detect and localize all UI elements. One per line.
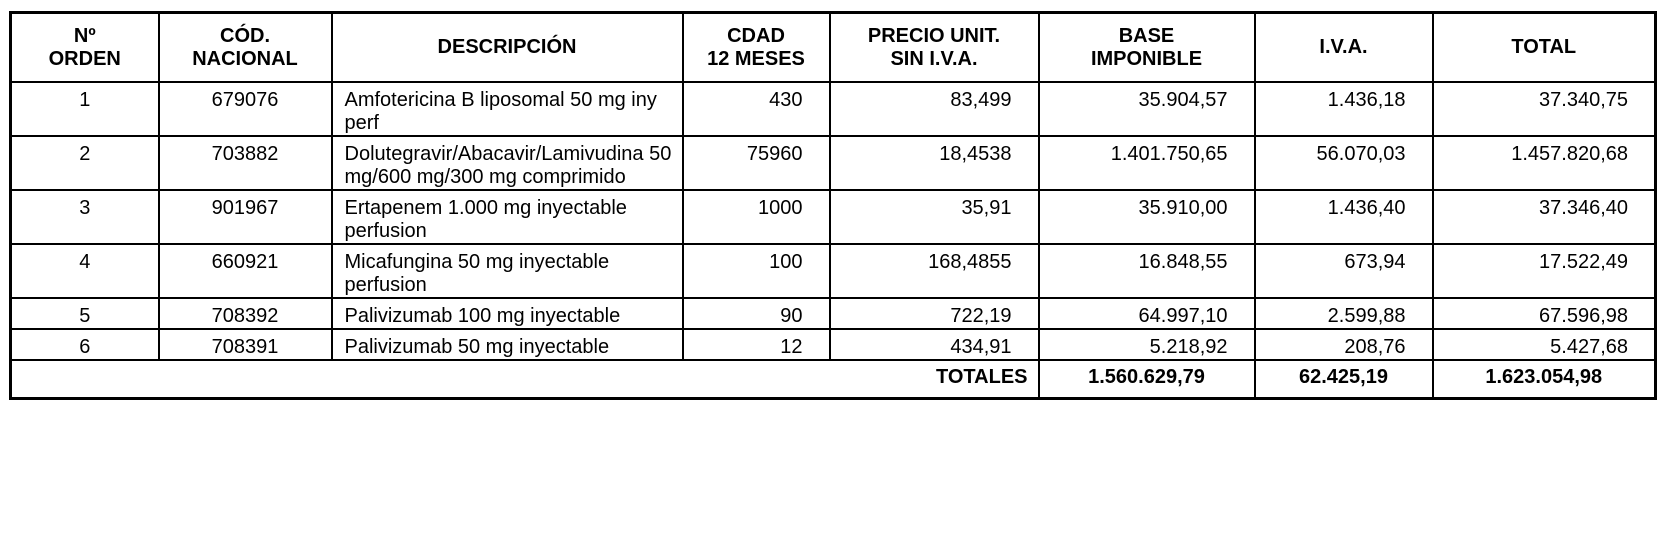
cell-descripcion: Micafungina 50 mg inyectable perfusion (330, 243, 684, 299)
cell-orden: 4 (9, 243, 160, 299)
column-header-codigo: CÓD. NACIONAL (157, 11, 333, 83)
cell-iva: 1.436,18 (1253, 81, 1434, 137)
cell-cantidad: 75960 (681, 135, 831, 191)
totals-total: 1.623.054,98 (1431, 359, 1657, 400)
totals-row: TOTALES 1.560.629,79 62.425,19 1.623.054,98 (9, 359, 1657, 400)
header-text: CÓD. (220, 24, 270, 47)
cell-precio: 434,91 (828, 328, 1040, 361)
cell-codigo: 679076 (157, 81, 333, 137)
cell-base: 1.401.750,65 (1037, 135, 1256, 191)
cell-iva: 208,76 (1253, 328, 1434, 361)
table-row: 2 703882 Dolutegravir/Abacavir/Lamivudina … (9, 135, 1657, 191)
header-text: BASE (1118, 24, 1175, 47)
cell-cantidad: 430 (681, 81, 831, 137)
header-text: TOTAL (1511, 36, 1577, 58)
totals-label: TOTALES (9, 359, 1040, 400)
cell-codigo: 703882 (157, 135, 333, 191)
cell-codigo: 708391 (157, 328, 333, 361)
totals-iva: 62.425,19 (1253, 359, 1434, 400)
totals-base: 1.560.629,79 (1037, 359, 1256, 400)
cell-orden: 5 (9, 297, 160, 330)
column-header-total: TOTAL (1431, 11, 1657, 83)
header-text: Nº (73, 24, 96, 47)
header-text: DESCRIPCIÓN (437, 36, 577, 58)
cell-codigo: 901967 (157, 189, 333, 245)
cell-precio: 35,91 (828, 189, 1040, 245)
cell-orden: 2 (9, 135, 160, 191)
cell-iva: 2.599,88 (1253, 297, 1434, 330)
column-header-orden: Nº ORDEN (9, 11, 160, 83)
table-row: 4 660921 Micafungina 50 mg inyectable perf… (9, 243, 1657, 299)
column-header-iva: I.V.A. (1253, 11, 1434, 83)
cell-descripcion: Amfotericina B liposomal 50 mg iny perf (330, 81, 684, 137)
header-text: 12 MESES (707, 47, 805, 70)
header-text: CDAD (727, 24, 785, 47)
cell-total: 17.522,49 (1431, 243, 1657, 299)
cell-precio: 83,499 (828, 81, 1040, 137)
cell-codigo: 660921 (157, 243, 333, 299)
table-row: 1 679076 Amfotericina B liposomal 50 mg in… (9, 81, 1657, 137)
cell-base: 64.997,10 (1037, 297, 1256, 330)
cell-base: 35.904,57 (1037, 81, 1256, 137)
cell-iva: 56.070,03 (1253, 135, 1434, 191)
cell-total: 37.346,40 (1431, 189, 1657, 245)
table-row: 5 708392 Palivizumab 100 mg inyectable 90 72… (9, 297, 1657, 330)
cell-precio: 18,4538 (828, 135, 1040, 191)
cell-precio: 168,4855 (828, 243, 1040, 299)
cell-cantidad: 12 (681, 328, 831, 361)
table-row: 6 708391 Palivizumab 50 mg inyectable 12 434… (9, 328, 1657, 361)
header-text: PRECIO UNIT. (867, 24, 1001, 47)
cell-cantidad: 90 (681, 297, 831, 330)
cell-precio: 722,19 (828, 297, 1040, 330)
cell-iva: 1.436,40 (1253, 189, 1434, 245)
cell-total: 67.596,98 (1431, 297, 1657, 330)
cell-iva: 673,94 (1253, 243, 1434, 299)
table-row: 3 901967 Ertapenem 1.000 mg inyectable per… (9, 189, 1657, 245)
cell-orden: 1 (9, 81, 160, 137)
cell-cantidad: 1000 (681, 189, 831, 245)
cell-descripcion: Palivizumab 100 mg inyectable (330, 297, 684, 330)
cell-base: 5.218,92 (1037, 328, 1256, 361)
cell-total: 1.457.820,68 (1431, 135, 1657, 191)
column-header-descripcion: DESCRIPCIÓN (330, 11, 684, 83)
price-table: Nº ORDEN CÓD. NACIONAL DESCRIPCIÓN CDAD 12 MES… (9, 11, 1657, 400)
cell-orden: 6 (9, 328, 160, 361)
cell-total: 5.427,68 (1431, 328, 1657, 361)
header-row: Nº ORDEN CÓD. NACIONAL DESCRIPCIÓN CDAD 12 MES… (9, 11, 1657, 83)
column-header-precio: PRECIO UNIT. SIN I.V.A. (828, 11, 1040, 83)
header-text: ORDEN (48, 47, 121, 70)
column-header-cantidad: CDAD 12 MESES (681, 11, 831, 83)
header-text: IMPONIBLE (1090, 47, 1203, 70)
column-header-base: BASE IMPONIBLE (1037, 11, 1256, 83)
cell-total: 37.340,75 (1431, 81, 1657, 137)
cell-cantidad: 100 (681, 243, 831, 299)
cell-base: 35.910,00 (1037, 189, 1256, 245)
cell-descripcion: Dolutegravir/Abacavir/Lamivudina 50 mg/6… (330, 135, 684, 191)
header-text: SIN I.V.A. (890, 47, 978, 70)
cell-base: 16.848,55 (1037, 243, 1256, 299)
cell-descripcion: Ertapenem 1.000 mg inyectable perfusion (330, 189, 684, 245)
header-text: I.V.A. (1319, 36, 1368, 58)
cell-codigo: 708392 (157, 297, 333, 330)
header-text: NACIONAL (192, 47, 298, 70)
cell-descripcion: Palivizumab 50 mg inyectable (330, 328, 684, 361)
cell-orden: 3 (9, 189, 160, 245)
